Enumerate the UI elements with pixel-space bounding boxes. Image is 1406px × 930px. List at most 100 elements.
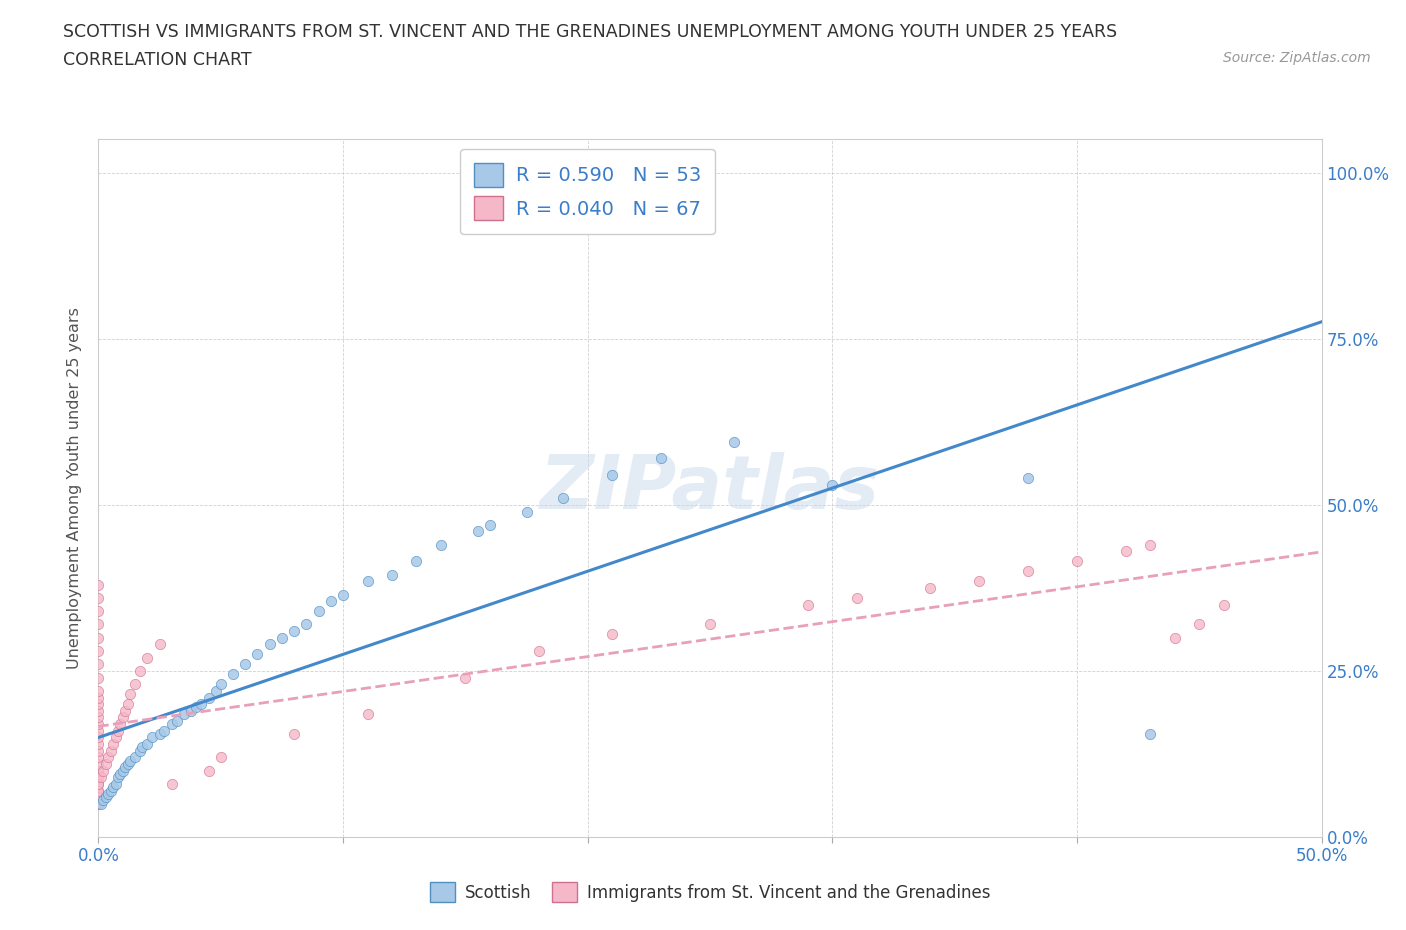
Point [160,777,183,791]
Point [110,717,132,732]
Point [97,787,120,802]
Point [166,713,188,728]
Point [308,604,330,618]
Point [222,667,245,682]
Point [104,730,127,745]
Point [197,764,219,778]
Point [120,753,142,768]
Point [87,730,110,745]
Point [114,760,136,775]
Point [117,756,139,771]
Point [209,677,232,692]
Point [87,644,110,658]
Point [381,567,404,582]
Point [87,671,110,685]
Point [87,790,110,804]
Point [153,724,176,738]
Point [1188,617,1211,631]
Point [111,710,134,724]
Point [233,657,256,671]
Point [94,790,117,804]
Point [1017,471,1039,485]
Point [197,690,219,705]
Point [186,700,208,715]
Point [87,764,110,778]
Point [283,726,305,741]
Point [723,434,745,449]
Point [129,743,152,758]
Point [920,580,942,595]
Legend: Scottish, Immigrants from St. Vincent and the Grenadines: Scottish, Immigrants from St. Vincent an… [423,875,997,909]
Point [90,770,112,785]
Point [104,777,127,791]
Point [100,783,122,798]
Point [87,796,110,811]
Point [259,637,281,652]
Point [87,783,110,798]
Point [600,627,623,642]
Point [120,686,142,701]
Point [180,703,202,718]
Point [94,756,117,771]
Point [87,604,110,618]
Point [699,617,721,631]
Point [527,644,550,658]
Point [246,647,269,662]
Point [478,517,501,532]
Point [430,538,453,552]
Point [141,730,163,745]
Point [356,707,378,722]
Point [87,684,110,698]
Point [209,750,232,764]
Point [87,697,110,711]
Text: Source: ZipAtlas.com: Source: ZipAtlas.com [1223,51,1371,65]
Point [87,703,110,718]
Point [114,703,136,718]
Point [87,657,110,671]
Point [190,697,212,711]
Point [87,783,110,798]
Point [1139,726,1161,741]
Point [87,690,110,705]
Point [87,591,110,605]
Point [149,637,172,652]
Point [91,793,114,808]
Point [100,743,122,758]
Point [1115,544,1137,559]
Point [87,777,110,791]
Text: ZIPatlas: ZIPatlas [540,452,880,525]
Point [91,764,114,778]
Point [1139,538,1161,552]
Point [797,597,820,612]
Point [650,451,672,466]
Point [356,574,378,589]
Point [124,677,146,692]
Point [87,717,110,732]
Text: SCOTTISH VS IMMIGRANTS FROM ST. VINCENT AND THE GRENADINES UNEMPLOYMENT AMONG YO: SCOTTISH VS IMMIGRANTS FROM ST. VINCENT … [63,23,1118,41]
Point [90,796,112,811]
Point [101,737,124,751]
Point [107,724,129,738]
Point [124,750,146,764]
Point [87,750,110,764]
Point [87,578,110,592]
Point [129,663,152,678]
Point [283,624,305,639]
Point [149,726,172,741]
Point [107,770,129,785]
Point [87,617,110,631]
Point [553,491,575,506]
Point [101,779,124,794]
Point [87,770,110,785]
Point [467,524,489,538]
Point [136,650,159,665]
Point [87,743,110,758]
Point [87,790,110,804]
Point [967,574,990,589]
Point [1066,554,1088,569]
Point [87,796,110,811]
Point [600,468,623,483]
Point [117,697,139,711]
Point [87,631,110,645]
Point [515,504,537,519]
